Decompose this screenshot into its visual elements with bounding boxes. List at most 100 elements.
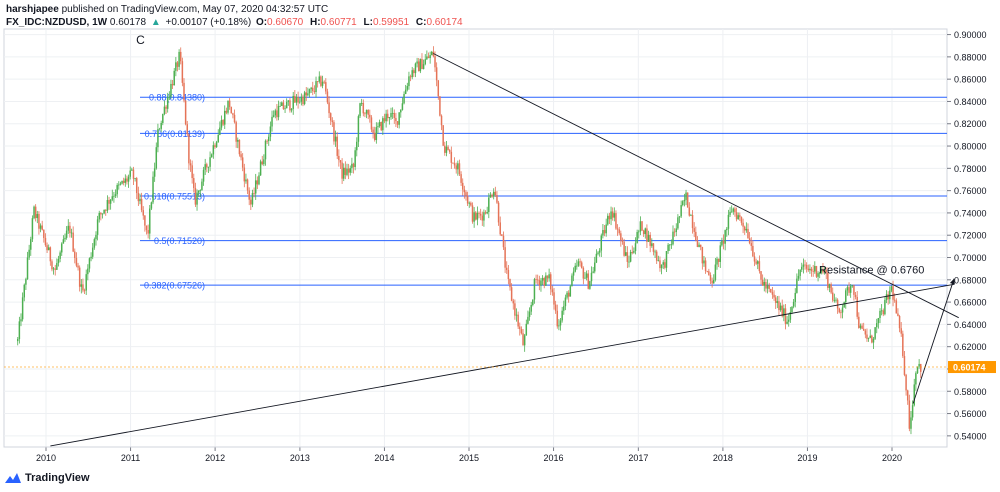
candle-body: [442, 125, 444, 146]
candle-body: [889, 290, 891, 300]
candle-body: [892, 286, 894, 300]
candle-body: [781, 305, 783, 317]
x-tick-label: 2020: [882, 453, 902, 463]
candle-body: [902, 333, 904, 357]
candle-body: [378, 122, 381, 127]
candle-body: [778, 301, 780, 311]
candle-body: [815, 266, 818, 277]
candle-body: [791, 306, 793, 313]
candle-body: [95, 234, 97, 240]
candle-body: [501, 234, 503, 236]
plot-area: [3, 28, 948, 448]
candle-body: [246, 179, 249, 191]
candle-body: [142, 210, 144, 216]
candle-body: [51, 261, 53, 270]
candle-body: [468, 202, 470, 204]
candle-body: [181, 61, 184, 83]
candle-body: [558, 325, 560, 327]
candle-body: [184, 100, 187, 125]
candle-body: [690, 215, 692, 216]
candle-body: [849, 286, 852, 293]
candle-body: [750, 243, 752, 246]
candle-body: [139, 198, 141, 202]
candle-body: [636, 232, 638, 244]
candle-body: [587, 273, 589, 289]
candle-body: [416, 61, 418, 64]
candle-body: [918, 363, 920, 367]
candle-body: [900, 328, 902, 334]
candle-body: [532, 299, 534, 305]
candle-body: [530, 304, 532, 312]
candle-body: [227, 100, 229, 113]
tradingview-logo-icon: [5, 473, 21, 483]
candle-body: [466, 195, 469, 204]
candle-body: [885, 294, 888, 301]
candle-body: [168, 96, 171, 98]
candle-body: [711, 280, 713, 284]
candle-body: [434, 56, 436, 68]
candle-body: [840, 312, 842, 314]
candle-body: [223, 110, 226, 125]
candle-body: [427, 56, 430, 59]
candle-body: [16, 339, 19, 342]
projection-arrow: [912, 278, 955, 404]
candle-body: [426, 56, 428, 60]
candle-body: [910, 417, 912, 429]
candle-body: [607, 215, 609, 225]
candle-body: [757, 261, 759, 264]
symbol-label[interactable]: FX_IDC:NZDUSD, 1W: [6, 17, 108, 28]
tradingview-footer[interactable]: TradingView: [4, 472, 90, 484]
chart-header: harshjapee published on TradingView.com,…: [6, 3, 467, 29]
candle-body: [827, 272, 829, 288]
candle-body: [483, 212, 485, 221]
candle-body: [334, 136, 337, 142]
candle-body: [316, 81, 319, 82]
candle-body: [386, 113, 389, 119]
candle-body: [571, 275, 573, 287]
candle-body: [254, 180, 257, 194]
candle-body: [683, 199, 686, 202]
candle-body: [533, 279, 536, 300]
candle-body: [489, 194, 492, 198]
candle-body: [906, 390, 909, 401]
candle-body: [57, 258, 60, 264]
candle-body: [448, 150, 451, 152]
candle-body: [429, 55, 431, 59]
candle-body: [253, 193, 255, 194]
candle-body: [579, 261, 581, 263]
candle-body: [540, 280, 542, 286]
candle-body: [101, 213, 104, 215]
candle-body: [400, 109, 402, 113]
candle-body: [574, 265, 576, 272]
x-tick-label: 2013: [290, 453, 310, 463]
candle-body: [100, 212, 102, 215]
high-label: H:0.60771: [309, 17, 357, 28]
candle-body: [243, 167, 246, 182]
candle-body: [887, 294, 889, 300]
candle-body: [822, 269, 824, 273]
candle-body: [486, 211, 488, 214]
candle-body: [388, 117, 391, 119]
candle-body: [336, 136, 338, 156]
resistance-annotation: Resistance @ 0.6760: [819, 265, 924, 277]
candle-body: [536, 279, 539, 281]
candle-body: [362, 102, 365, 114]
candle-body: [328, 102, 330, 114]
candle-body: [554, 304, 557, 311]
candle-body: [54, 268, 56, 270]
candle-body: [743, 226, 746, 231]
y-tick-label: 0.72000: [954, 231, 987, 241]
candle-body: [28, 249, 30, 258]
last-price: 0.60178: [109, 17, 147, 28]
candle-body: [758, 261, 761, 272]
candle-body: [461, 182, 464, 190]
candle-body: [708, 271, 710, 275]
low-label: L:0.59951: [363, 17, 410, 28]
candle-body: [569, 286, 572, 297]
candle-body: [535, 279, 537, 280]
candle-body: [87, 268, 89, 275]
candle-body: [193, 178, 195, 189]
candle-body: [323, 81, 325, 83]
author-name[interactable]: harshjapee: [6, 4, 59, 15]
